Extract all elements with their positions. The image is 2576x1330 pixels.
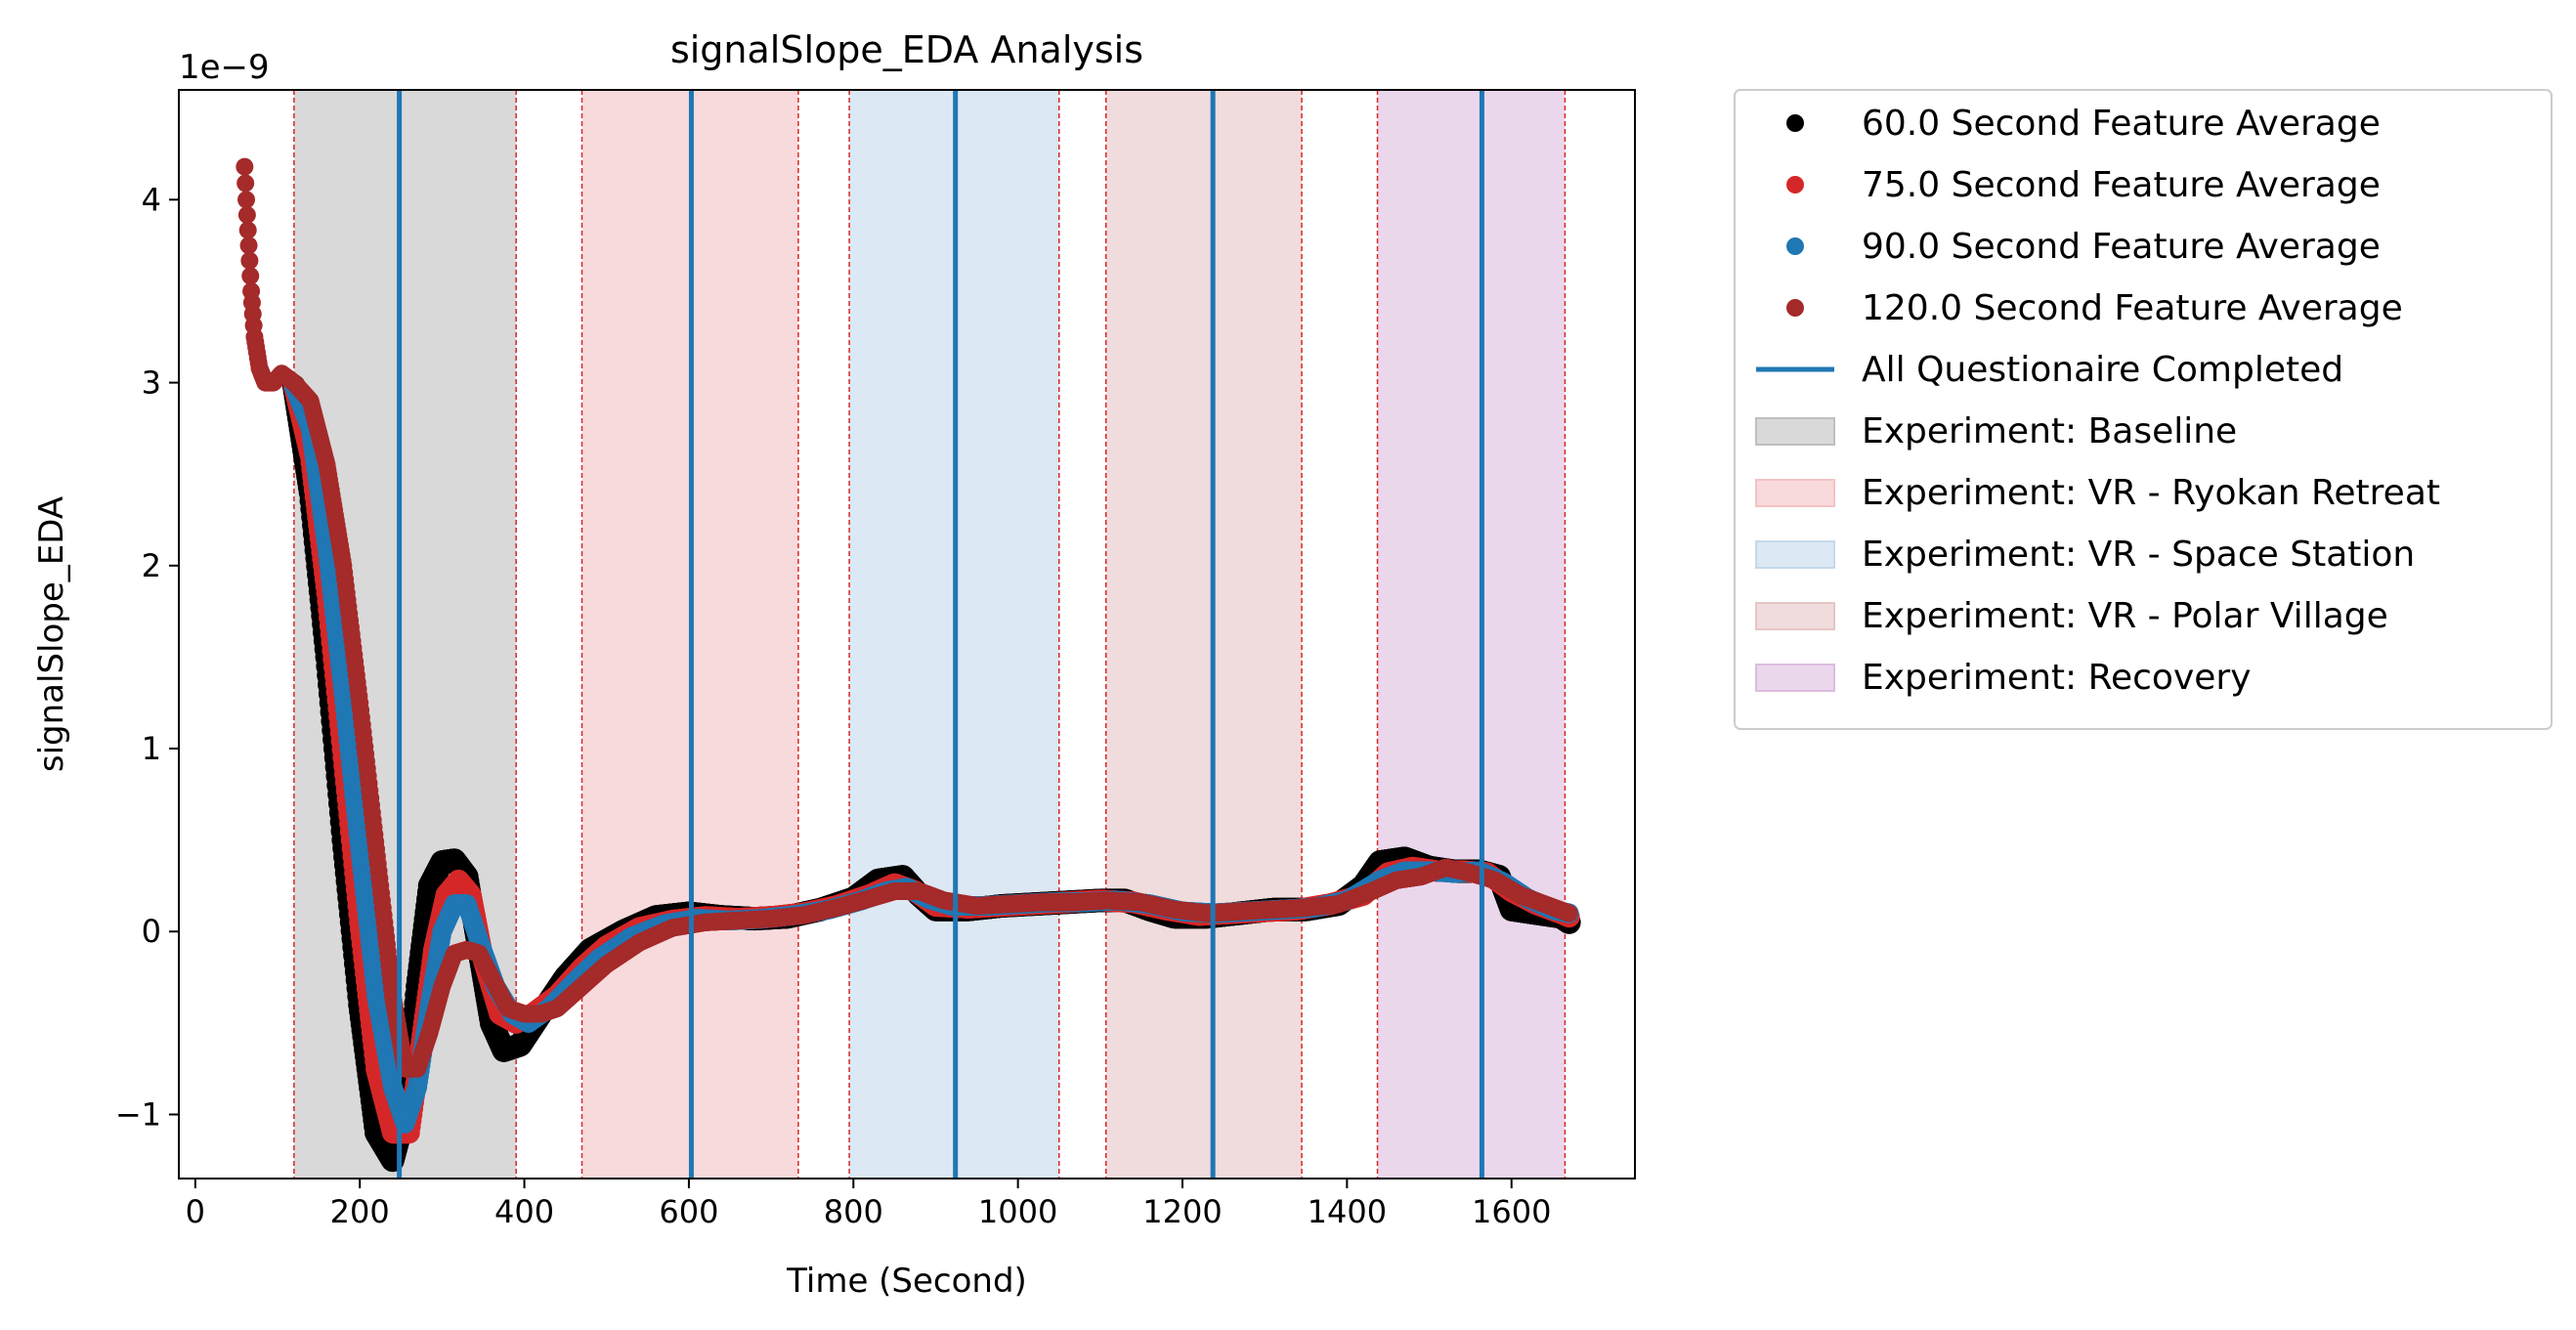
series-3-point bbox=[236, 157, 254, 176]
series-3-point bbox=[240, 251, 259, 270]
series-3-point bbox=[236, 174, 255, 193]
series-3-point bbox=[239, 236, 258, 255]
series-3 bbox=[236, 157, 1578, 1078]
span-3 bbox=[1105, 90, 1303, 1179]
series-3-point bbox=[238, 221, 257, 239]
series-3-point bbox=[237, 205, 256, 224]
series-3-point bbox=[241, 267, 260, 285]
series-3-point bbox=[237, 191, 256, 209]
data-series bbox=[236, 157, 1581, 1173]
span-4 bbox=[1377, 90, 1566, 1179]
